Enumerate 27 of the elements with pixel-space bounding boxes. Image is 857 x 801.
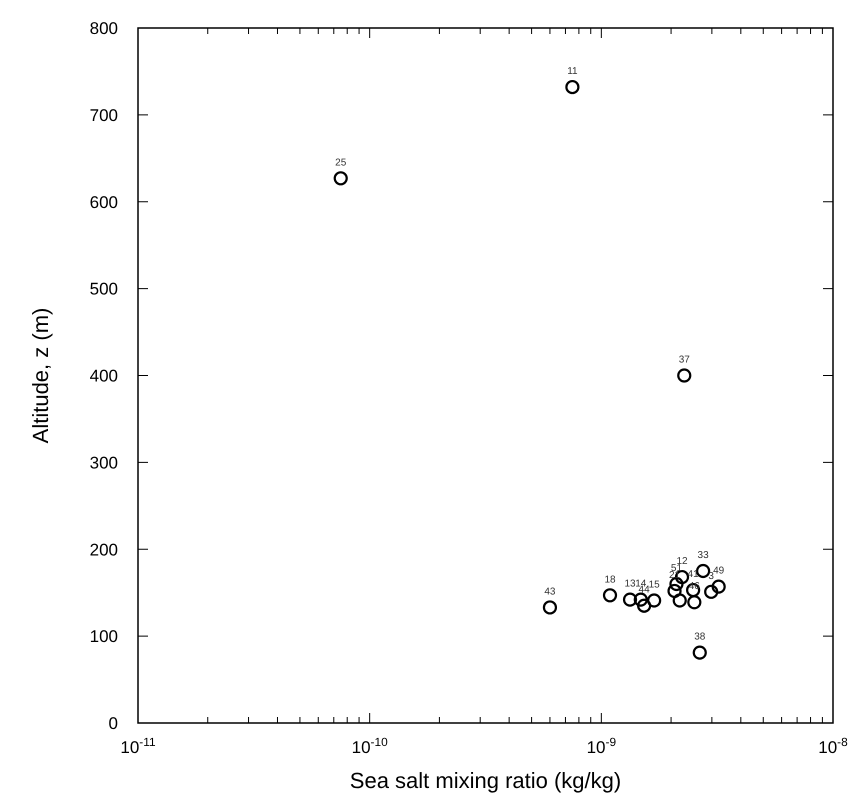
y-tick-label: 100 bbox=[90, 627, 118, 646]
annotation: 11 bbox=[567, 66, 578, 78]
y-tick-label: 500 bbox=[90, 280, 118, 299]
annotation: 49 bbox=[713, 566, 725, 577]
x-axis-title: Sea salt mixing ratio (kg/kg) bbox=[350, 768, 622, 793]
y-tick-label: 0 bbox=[108, 714, 118, 733]
annotation: 25 bbox=[335, 157, 347, 168]
annotation: 18 bbox=[604, 574, 616, 586]
annotation: 3 bbox=[708, 570, 714, 582]
y-tick-label: 700 bbox=[90, 106, 118, 125]
x-tick-label: 10$^{-10}$ bbox=[352, 735, 388, 757]
annotation: 43 bbox=[544, 586, 556, 598]
y-axis-title: Altitude, z (m) bbox=[28, 308, 53, 444]
y-tick-label: 300 bbox=[90, 453, 118, 472]
x-tick-label: 10$^{-8}$ bbox=[818, 735, 848, 757]
annotation: 44 bbox=[638, 584, 650, 596]
y-tick-label: 600 bbox=[90, 192, 118, 212]
x-tick-label: 10$^{-11}$ bbox=[120, 735, 156, 757]
annotation: 33 bbox=[698, 550, 710, 561]
y-tick-label: 200 bbox=[90, 540, 118, 560]
y-tick-label: 400 bbox=[90, 366, 118, 386]
annotation: 15 bbox=[648, 580, 660, 591]
y-tick-label: 800 bbox=[90, 19, 118, 38]
annotation: 37 bbox=[678, 354, 690, 366]
annotation: 13 bbox=[624, 578, 636, 590]
annotation: 38 bbox=[694, 632, 706, 643]
x-tick-label: 10$^{-9}$ bbox=[586, 735, 616, 757]
